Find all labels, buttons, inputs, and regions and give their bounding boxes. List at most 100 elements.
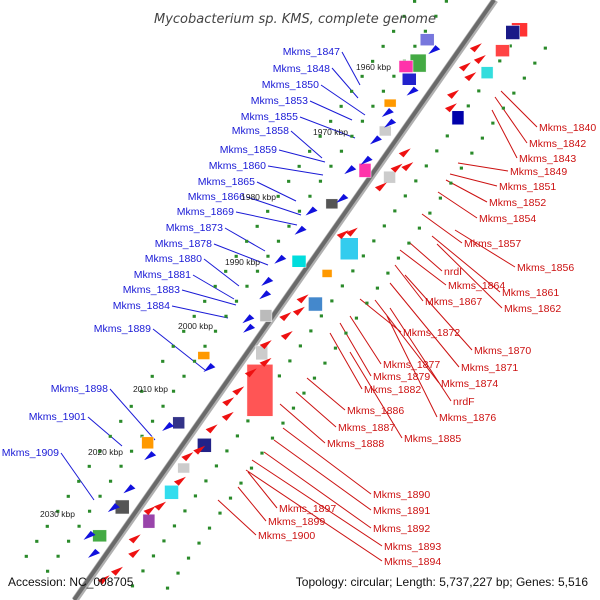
gene-label[interactable]: Mkms_1853 bbox=[251, 95, 308, 107]
tick-dot bbox=[161, 359, 165, 363]
tick-dot bbox=[308, 194, 312, 198]
gene-label[interactable]: Mkms_1889 bbox=[94, 323, 151, 335]
gene-feature bbox=[259, 309, 273, 322]
gene-label[interactable]: Mkms_1849 bbox=[510, 166, 567, 178]
gene-label[interactable]: Mkms_1878 bbox=[155, 238, 212, 250]
gene-label[interactable]: Mkms_1869 bbox=[177, 206, 234, 218]
gene-label[interactable]: Mkms_1901 bbox=[29, 411, 86, 423]
tick-dot bbox=[435, 149, 439, 153]
gene-label[interactable]: Mkms_1873 bbox=[166, 222, 223, 234]
tick-dot bbox=[171, 389, 176, 393]
gene-label[interactable]: Mkms_1847 bbox=[283, 46, 340, 58]
tick-dot bbox=[130, 584, 135, 588]
gene-label[interactable]: Mkms_1862 bbox=[504, 303, 561, 315]
tick-dot bbox=[172, 524, 177, 528]
gene-label[interactable]: Mkms_1891 bbox=[373, 505, 430, 517]
gene-arrow bbox=[107, 503, 120, 513]
gene-label[interactable]: Mkms_1882 bbox=[364, 384, 421, 396]
gene-label[interactable]: Mkms_1867 bbox=[425, 296, 482, 308]
tick-dot bbox=[162, 539, 166, 543]
leader-line bbox=[299, 116, 356, 139]
gene-arrow bbox=[294, 225, 307, 235]
gene-label[interactable]: Mkms_1851 bbox=[499, 181, 556, 193]
gene-label[interactable]: Mkms_1886 bbox=[347, 405, 404, 417]
gene-label[interactable]: Mkms_1848 bbox=[273, 63, 330, 75]
tick-dot bbox=[386, 271, 390, 275]
leader-line bbox=[437, 191, 478, 219]
gene-label[interactable]: Mkms_1883 bbox=[123, 284, 180, 296]
tick-dot bbox=[354, 316, 359, 320]
leader-line bbox=[192, 274, 235, 300]
gene-label[interactable]: Mkms_1884 bbox=[113, 300, 170, 312]
tick-dot bbox=[392, 74, 396, 78]
gene-label[interactable]: Mkms_1864 bbox=[448, 280, 505, 292]
tick-dot bbox=[87, 464, 91, 468]
leader-line bbox=[404, 274, 473, 351]
gene-label[interactable]: Mkms_1861 bbox=[502, 287, 559, 299]
gene-label[interactable]: Mkms_1897 bbox=[279, 503, 336, 515]
leader-line bbox=[431, 235, 501, 293]
gene-label[interactable]: Mkms_1865 bbox=[198, 176, 255, 188]
gene-label[interactable]: Mkms_1866 bbox=[188, 191, 245, 203]
gene-label[interactable]: Mkms_1852 bbox=[489, 197, 546, 209]
gene-label[interactable]: Mkms_1877 bbox=[383, 359, 440, 371]
tick-dot bbox=[318, 179, 323, 183]
gene-label[interactable]: Mkms_1840 bbox=[539, 122, 596, 134]
gene-label[interactable]: Mkms_1900 bbox=[258, 530, 315, 542]
tick-dot bbox=[323, 361, 327, 365]
gene-label[interactable]: Mkms_1879 bbox=[373, 371, 430, 383]
gene-arrow bbox=[88, 548, 101, 558]
leader-line bbox=[246, 196, 302, 216]
gene-label[interactable]: Mkms_1909 bbox=[2, 447, 59, 459]
gene-label[interactable]: Mkms_1880 bbox=[145, 253, 202, 265]
gene-label[interactable]: Mkms_1870 bbox=[474, 345, 531, 357]
tick-dot bbox=[228, 496, 233, 500]
gene-label[interactable]: Mkms_1892 bbox=[373, 523, 430, 535]
tick-dot bbox=[297, 164, 301, 168]
gene-label[interactable]: Mkms_1894 bbox=[384, 556, 441, 568]
gene-feature bbox=[321, 269, 333, 278]
gene-label[interactable]: Mkms_1854 bbox=[479, 213, 536, 225]
tick-dot bbox=[413, 44, 417, 48]
gene-label[interactable]: nrdF bbox=[453, 396, 475, 408]
tick-dot bbox=[246, 419, 250, 423]
tick-dot bbox=[381, 44, 385, 48]
gene-label[interactable]: Mkms_1898 bbox=[51, 383, 108, 395]
gene-label[interactable]: Mkms_1881 bbox=[134, 269, 191, 281]
gene-label[interactable]: Mkms_1855 bbox=[241, 111, 298, 123]
gene-feature bbox=[325, 198, 339, 210]
gene-label[interactable]: Mkms_1842 bbox=[529, 138, 586, 150]
tick-dot bbox=[423, 29, 427, 33]
gene-label[interactable]: nrdI bbox=[444, 266, 462, 278]
gene-label[interactable]: Mkms_1890 bbox=[373, 489, 430, 501]
gene-arrow bbox=[280, 331, 293, 341]
gene-label[interactable]: Mkms_1887 bbox=[338, 422, 395, 434]
gene-label[interactable]: Mkms_1843 bbox=[519, 153, 576, 165]
kbp-label: 2020 kbp bbox=[88, 447, 123, 457]
gene-label[interactable]: Mkms_1857 bbox=[464, 238, 521, 250]
gene-label[interactable]: Mkms_1872 bbox=[403, 327, 460, 339]
gene-label[interactable]: Mkms_1888 bbox=[327, 438, 384, 450]
gene-label[interactable]: Mkms_1850 bbox=[262, 79, 319, 91]
tick-dot bbox=[281, 421, 285, 425]
gene-label[interactable]: Mkms_1899 bbox=[268, 516, 325, 528]
tick-dot bbox=[382, 224, 386, 228]
tick-dot bbox=[234, 299, 239, 303]
tick-dot bbox=[344, 331, 348, 335]
gene-label[interactable]: Mkms_1876 bbox=[439, 412, 496, 424]
tick-dot bbox=[287, 224, 291, 228]
gene-label[interactable]: Mkms_1859 bbox=[220, 144, 277, 156]
gene-arrow bbox=[336, 230, 349, 240]
gene-arrow bbox=[244, 368, 257, 378]
gene-arrow bbox=[296, 294, 309, 304]
gene-label[interactable]: Mkms_1893 bbox=[384, 541, 441, 553]
gene-label[interactable]: Mkms_1885 bbox=[404, 433, 461, 445]
gene-label[interactable]: Mkms_1856 bbox=[517, 262, 574, 274]
gene-arrow bbox=[261, 276, 274, 286]
leader-line bbox=[203, 258, 240, 287]
gene-label[interactable]: Mkms_1858 bbox=[232, 125, 289, 137]
leader-line bbox=[394, 264, 424, 302]
gene-label[interactable]: Mkms_1874 bbox=[441, 378, 498, 390]
gene-label[interactable]: Mkms_1871 bbox=[461, 362, 518, 374]
gene-label[interactable]: Mkms_1860 bbox=[209, 160, 266, 172]
